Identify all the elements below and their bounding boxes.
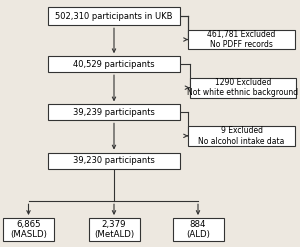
FancyBboxPatch shape [88, 218, 140, 242]
Text: 2,379
(MetALD): 2,379 (MetALD) [94, 220, 134, 239]
Text: 40,529 participants: 40,529 participants [73, 60, 155, 69]
Text: 39,230 participants: 39,230 participants [73, 156, 155, 165]
FancyBboxPatch shape [48, 7, 180, 25]
Text: 39,239 participants: 39,239 participants [73, 108, 155, 117]
Text: 884
(ALD): 884 (ALD) [186, 220, 210, 239]
FancyBboxPatch shape [172, 218, 224, 242]
FancyBboxPatch shape [48, 104, 180, 120]
Text: 6,865
(MASLD): 6,865 (MASLD) [10, 220, 47, 239]
Text: 1290 Excluded
Not white ethnic background: 1290 Excluded Not white ethnic backgroun… [188, 78, 298, 97]
FancyBboxPatch shape [48, 56, 180, 72]
FancyBboxPatch shape [48, 153, 180, 168]
Text: 502,310 participants in UKB: 502,310 participants in UKB [55, 12, 173, 21]
Text: 461,781 Excluded
No PDFF records: 461,781 Excluded No PDFF records [207, 30, 276, 49]
FancyBboxPatch shape [190, 78, 296, 98]
Text: 9 Excluded
No alcohol intake data: 9 Excluded No alcohol intake data [198, 126, 285, 145]
FancyBboxPatch shape [3, 218, 54, 242]
FancyBboxPatch shape [188, 126, 295, 146]
FancyBboxPatch shape [188, 30, 295, 49]
